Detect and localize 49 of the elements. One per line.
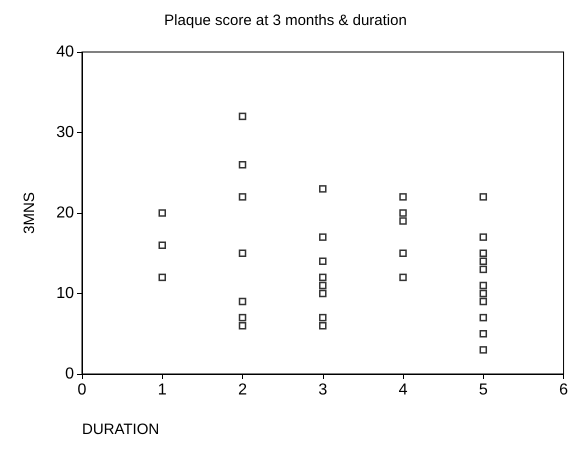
point [399,209,407,217]
point [480,266,488,274]
point [319,258,327,266]
point [319,185,327,193]
x-tick-label: 5 [478,382,488,398]
y-tick-label: 30 [56,124,74,141]
point [238,314,246,322]
y-tick-label: 40 [56,44,74,60]
point [319,274,327,282]
point [480,290,488,298]
point [319,290,327,298]
x-tick-label: 3 [318,382,328,398]
point [238,322,246,330]
point [238,298,246,306]
point [480,330,488,338]
chart-title: Plaque score at 3 months & duration [164,12,407,29]
point [480,258,488,266]
point [399,274,407,282]
point [480,346,488,354]
point [480,233,488,241]
point [238,250,246,257]
point [319,233,327,241]
y-tick-label: 10 [56,285,74,302]
y-tick-label: 20 [56,204,74,222]
point [399,250,407,257]
point [480,250,488,257]
point [480,314,488,322]
point [238,193,246,201]
x-tick-label: 2 [238,382,248,398]
y-tick-label: 0 [65,366,74,382]
point [319,314,327,322]
point [480,193,488,201]
point [399,193,407,201]
point [158,241,166,249]
point [319,322,327,330]
point [480,282,488,290]
x-axis-title: DURATION [82,421,160,438]
point [319,282,327,290]
point [399,217,407,225]
x-tick-label: 0 [78,382,87,398]
point [238,160,246,168]
x-tick-label: 4 [398,382,408,398]
y-axis-title: 3MNS [21,192,38,234]
point [480,298,488,306]
point [238,112,246,120]
point [158,209,166,217]
x-tick-label: 1 [158,382,167,398]
x-tick-label: 6 [559,382,568,398]
point [158,274,166,282]
